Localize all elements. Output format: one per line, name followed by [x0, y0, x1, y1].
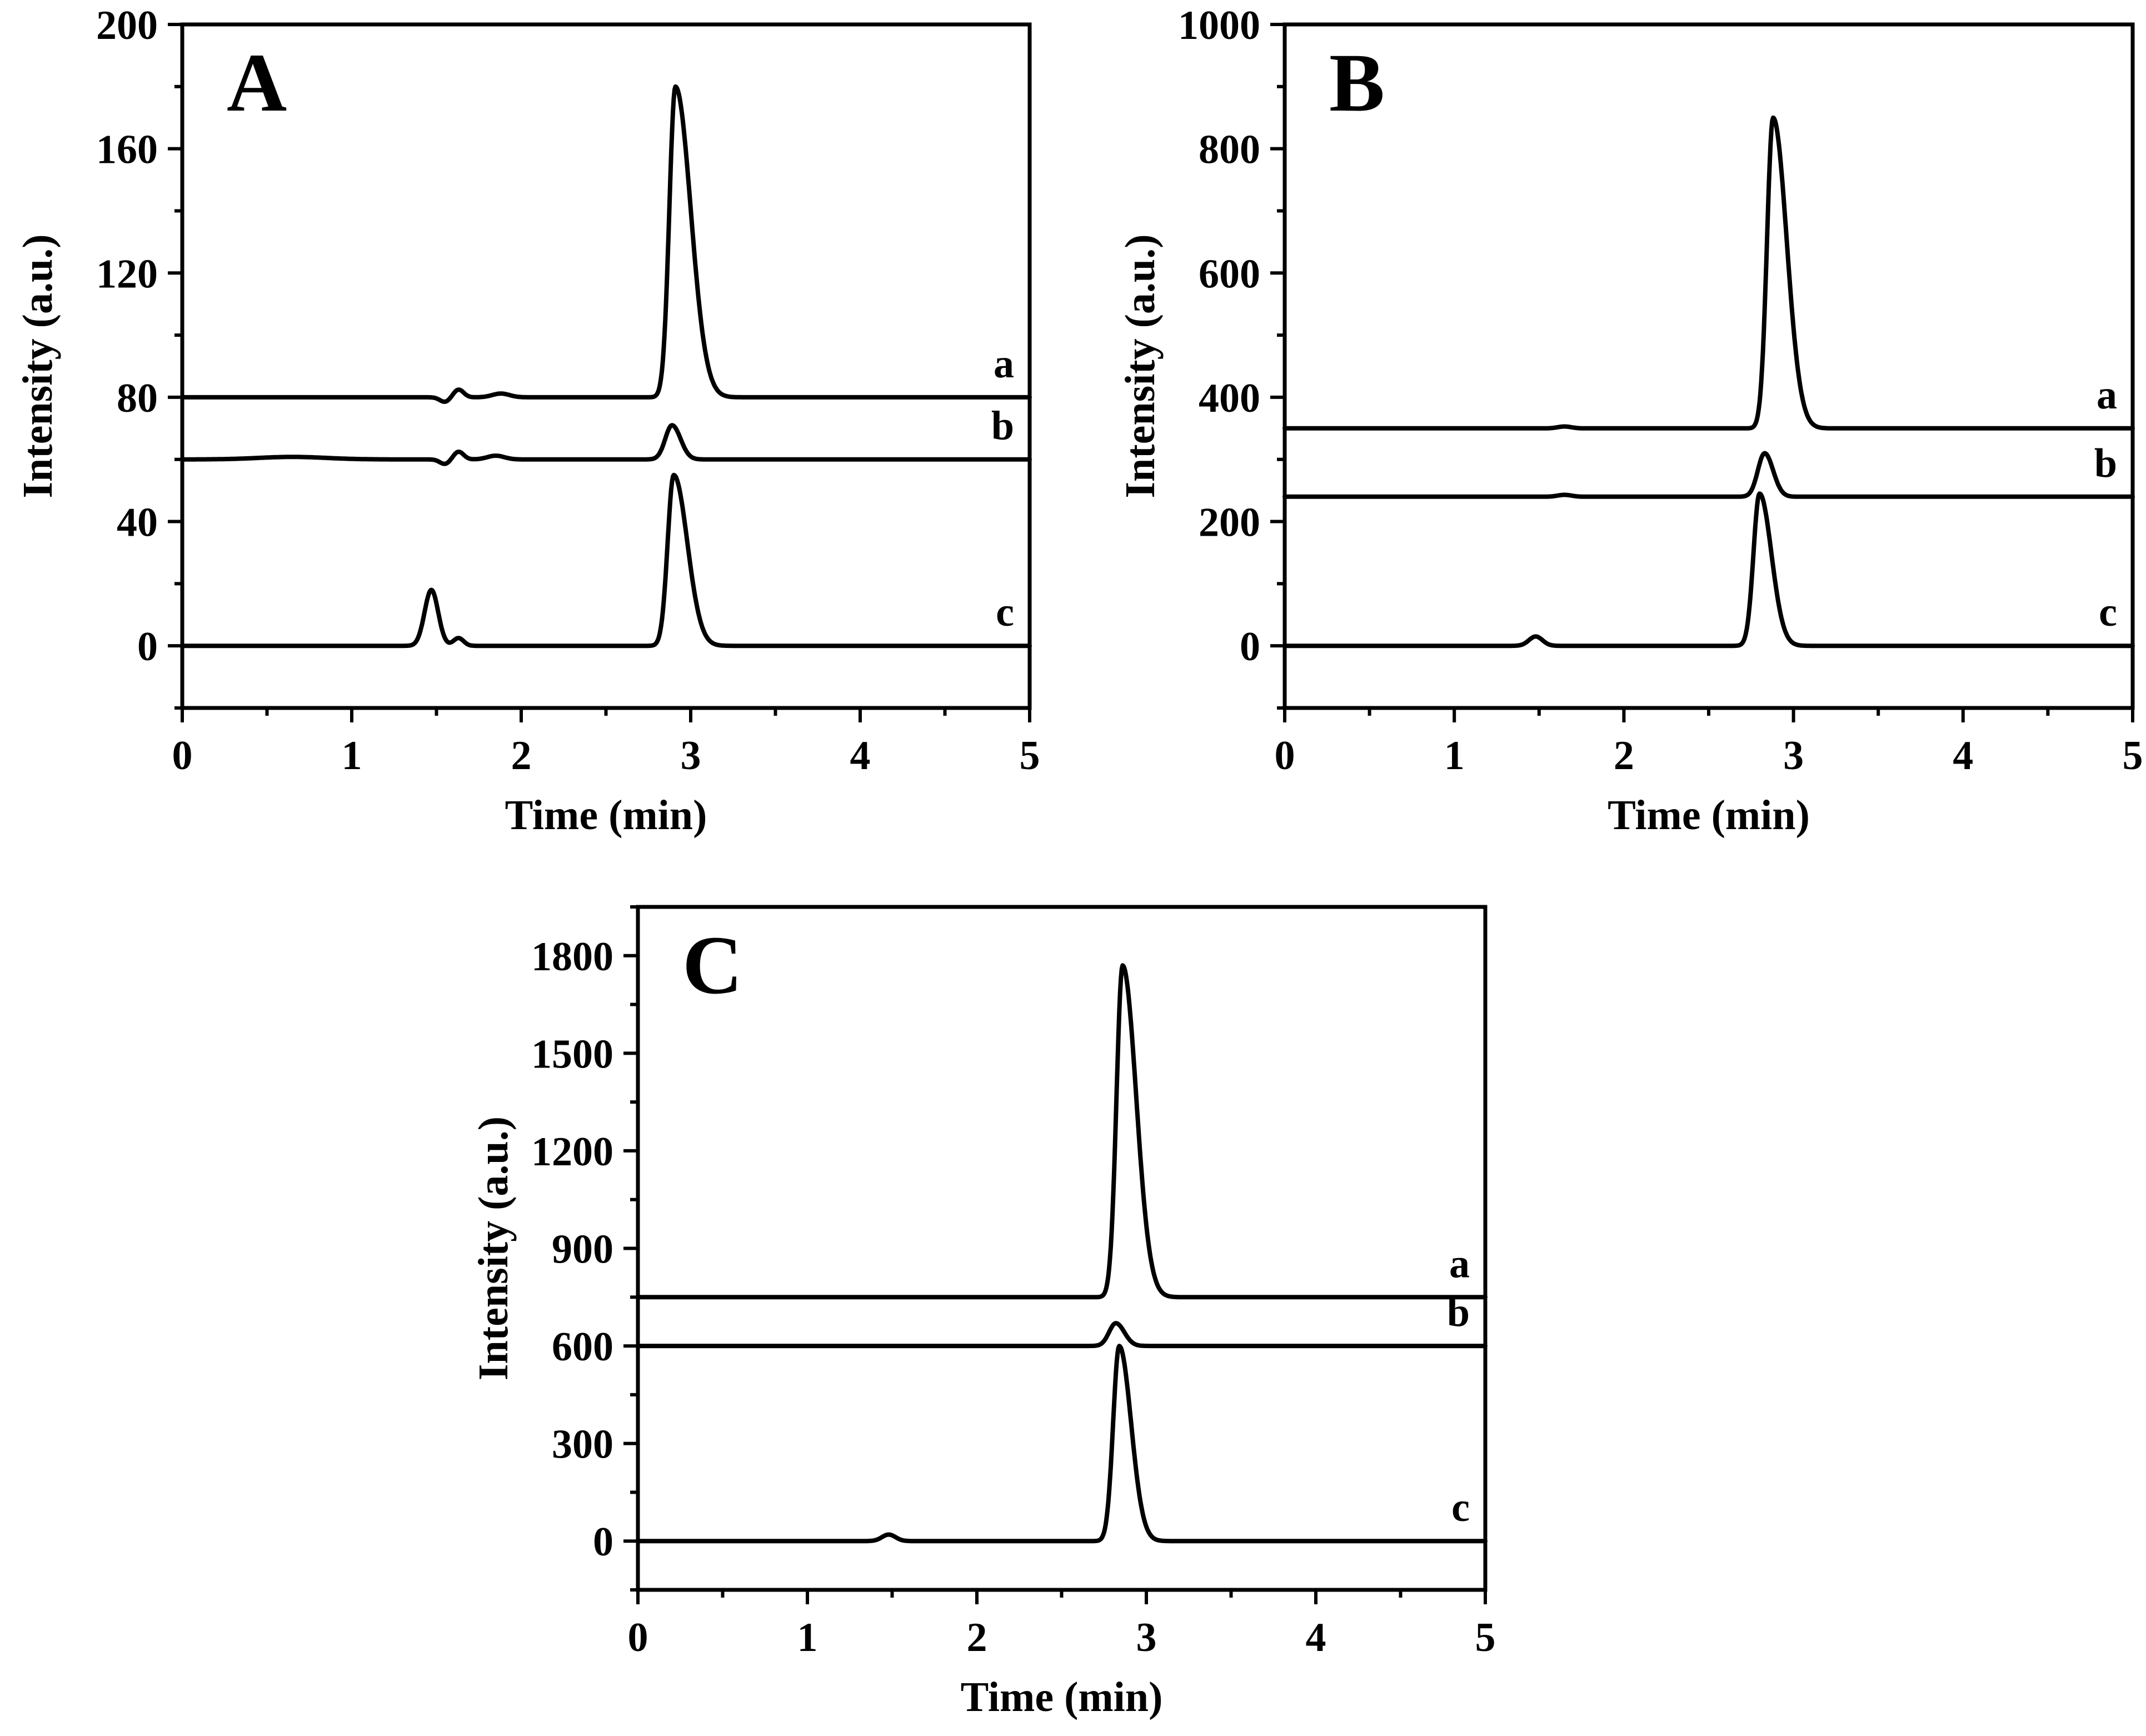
y-tick-label: 400: [1199, 376, 1260, 421]
trace-a: [636, 963, 1488, 1300]
x-tick-label: 2: [511, 733, 532, 779]
y-tick-label: 0: [593, 1519, 613, 1565]
x-tick-label: 5: [2123, 733, 2143, 779]
plot-frame: [636, 905, 1488, 1592]
x-tick-label: 3: [681, 733, 701, 779]
y-tick-label: 200: [96, 3, 158, 48]
x-tick-label: 2: [967, 1615, 987, 1660]
x-tick-label: 3: [1783, 733, 1804, 779]
panel-letter: B: [1329, 37, 1385, 129]
y-tick-label: 1800: [531, 934, 613, 980]
x-tick-label: 4: [1953, 733, 1973, 779]
x-tick-label: 1: [797, 1615, 818, 1660]
chart-panel-b: ab c 0 1 2 3 4 5 0 200 400 600 800 1000 Time (min) Inte…: [1117, 3, 2143, 839]
x-tick-label: 0: [628, 1615, 648, 1660]
chart-panel-a: ab c 0 1 2 3 4 5 0 40 80 120 160 200 Time (min) Intensi…: [14, 3, 1040, 839]
trace-b: [180, 423, 1032, 466]
y-axis-title: Intensity (a.u.): [470, 1116, 517, 1380]
trace-c: [636, 1344, 1488, 1544]
y-tick-label: 600: [552, 1324, 613, 1370]
panel-letter: C: [682, 919, 742, 1011]
y-tick-label: 1000: [1178, 3, 1260, 48]
trace-c: [1282, 491, 2135, 648]
panel-letter: A: [227, 37, 287, 129]
y-tick-label: 40: [117, 500, 158, 546]
plot-frame: [180, 22, 1032, 710]
y-tick-label: 0: [137, 624, 158, 670]
x-tick-label: 5: [1020, 733, 1040, 779]
x-axis-title: Time (min): [505, 792, 707, 839]
trace-c: [180, 472, 1032, 648]
x-tick-label: 0: [172, 733, 193, 779]
x-tick-label: 5: [1475, 1615, 1496, 1660]
x-tick-label: 0: [1275, 733, 1295, 779]
y-tick-label: 1200: [531, 1129, 613, 1175]
x-tick-label: 3: [1136, 1615, 1157, 1660]
y-tick-label: 900: [552, 1227, 613, 1273]
y-axis-title: Intensity (a.u.): [1117, 234, 1164, 498]
trace-a: [1282, 115, 2135, 431]
y-axis-title: Intensity (a.u.): [14, 234, 61, 498]
y-tick-label: 300: [552, 1422, 613, 1468]
x-tick-label: 1: [342, 733, 362, 779]
trace-b: [636, 1321, 1488, 1349]
trace-label-c: c: [1451, 1485, 1470, 1530]
x-axis-title: Time (min): [1608, 792, 1810, 839]
y-tick-label: 0: [1240, 624, 1260, 670]
trace-label-b: b: [1447, 1290, 1470, 1335]
trace-label-b: b: [991, 403, 1014, 449]
trace-label-c: c: [2099, 590, 2117, 635]
x-tick-label: 4: [1306, 1615, 1326, 1660]
trace-b: [1282, 451, 2135, 499]
x-axis-title: Time (min): [961, 1674, 1163, 1720]
y-tick-label: 120: [96, 251, 158, 297]
trace-label-a: a: [2097, 372, 2117, 418]
x-tick-label: 4: [850, 733, 871, 779]
x-tick-label: 1: [1444, 733, 1465, 779]
y-tick-label: 600: [1199, 251, 1260, 297]
trace-label-b: b: [2094, 441, 2117, 486]
chart-panel-c: ab c 0 1 2 3 4 5 0 300 600 900 1200 1500 1800 Time (min…: [470, 905, 1496, 1720]
y-tick-label: 800: [1199, 127, 1260, 173]
y-tick-label: 160: [96, 127, 158, 173]
trace-label-a: a: [994, 341, 1014, 387]
trace-label-c: c: [996, 590, 1014, 635]
y-tick-label: 1500: [531, 1031, 613, 1077]
y-tick-label: 200: [1199, 500, 1260, 546]
y-tick-label: 80: [117, 376, 158, 421]
plot-frame: [1282, 22, 2135, 710]
x-tick-label: 2: [1614, 733, 1634, 779]
trace-a: [180, 84, 1032, 404]
trace-label-a: a: [1449, 1241, 1470, 1286]
